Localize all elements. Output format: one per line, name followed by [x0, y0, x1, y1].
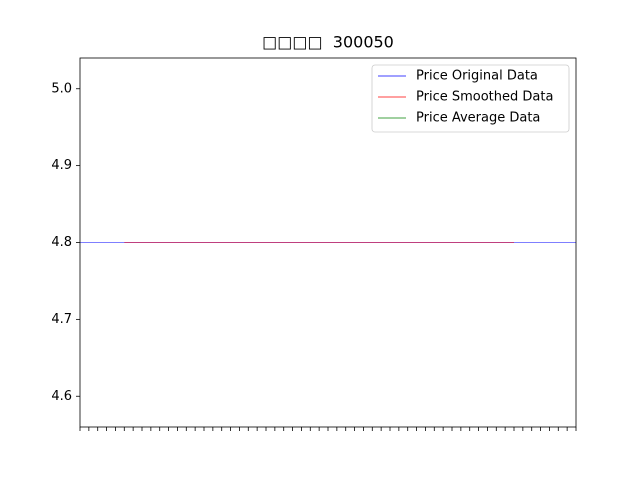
legend-label: Price Smoothed Data — [416, 90, 553, 105]
y-tick-label: 4.7 — [51, 312, 72, 327]
chart-title: □□□□ 300050 — [262, 33, 394, 52]
y-tick-label: 5.0 — [51, 81, 72, 96]
plot-frame — [79, 57, 577, 428]
y-tick-label: 4.6 — [51, 389, 72, 404]
y-tick-label: 4.9 — [51, 158, 72, 173]
legend-label: Price Average Data — [416, 111, 540, 126]
legend-box — [371, 64, 570, 133]
y-tick-label: 4.8 — [51, 235, 72, 250]
legend-label: Price Original Data — [416, 69, 538, 84]
